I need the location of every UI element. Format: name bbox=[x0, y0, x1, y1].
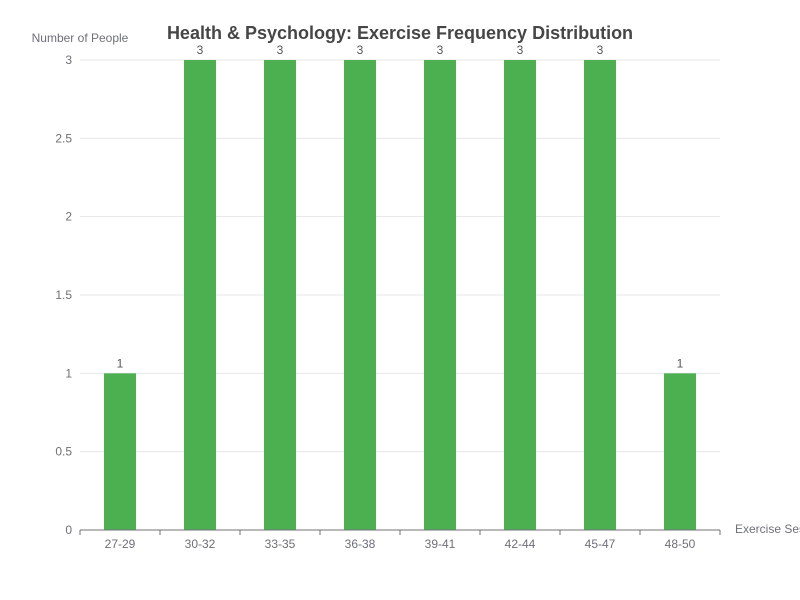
bar-48-50[interactable] bbox=[664, 373, 696, 530]
y-tick-label: 3 bbox=[65, 53, 72, 67]
x-tick-label: 42-44 bbox=[505, 537, 536, 551]
bar-42-44[interactable] bbox=[504, 60, 536, 530]
y-tick-label: 2 bbox=[65, 210, 72, 224]
data-label-33-35: 3 bbox=[277, 43, 284, 57]
bar-27-29[interactable] bbox=[104, 373, 136, 530]
bar-39-41[interactable] bbox=[424, 60, 456, 530]
bars bbox=[104, 60, 696, 530]
bar-45-47[interactable] bbox=[584, 60, 616, 530]
data-labels: 1 3 3 3 3 3 3 1 bbox=[117, 43, 684, 370]
data-label-45-47: 3 bbox=[597, 43, 604, 57]
chart-title: Health & Psychology: Exercise Frequency … bbox=[167, 23, 633, 43]
x-tick-labels: 27-29 30-32 33-35 36-38 39-41 42-44 45-47 48-50 bbox=[105, 537, 696, 551]
axes bbox=[79, 529, 721, 535]
x-tick-label: 36-38 bbox=[345, 537, 376, 551]
data-label-48-50: 1 bbox=[677, 356, 684, 370]
data-label-27-29: 1 bbox=[117, 356, 124, 370]
data-label-30-32: 3 bbox=[197, 43, 204, 57]
y-tick-label: 2.5 bbox=[55, 131, 72, 145]
x-tick-label: 39-41 bbox=[425, 537, 456, 551]
y-tick-labels: 0 0.5 1 1.5 2 2.5 3 bbox=[55, 53, 72, 537]
bar-36-38[interactable] bbox=[344, 60, 376, 530]
bar-30-32[interactable] bbox=[184, 60, 216, 530]
x-tick-label: 27-29 bbox=[105, 537, 136, 551]
bar-33-35[interactable] bbox=[264, 60, 296, 530]
data-label-36-38: 3 bbox=[357, 43, 364, 57]
y-tick-label: 1.5 bbox=[55, 288, 72, 302]
x-tick-label: 33-35 bbox=[265, 537, 296, 551]
y-axis-title: Number of People bbox=[32, 31, 129, 45]
y-tick-label: 0 bbox=[65, 523, 72, 537]
x-tick-label: 45-47 bbox=[585, 537, 616, 551]
y-tick-label: 1 bbox=[65, 366, 72, 380]
x-axis-title: Exercise Ses bbox=[735, 522, 800, 536]
x-tick-label: 48-50 bbox=[665, 537, 696, 551]
x-tick-label: 30-32 bbox=[185, 537, 216, 551]
data-label-42-44: 3 bbox=[517, 43, 524, 57]
y-tick-label: 0.5 bbox=[55, 445, 72, 459]
grid-lines bbox=[80, 59, 720, 453]
data-label-39-41: 3 bbox=[437, 43, 444, 57]
